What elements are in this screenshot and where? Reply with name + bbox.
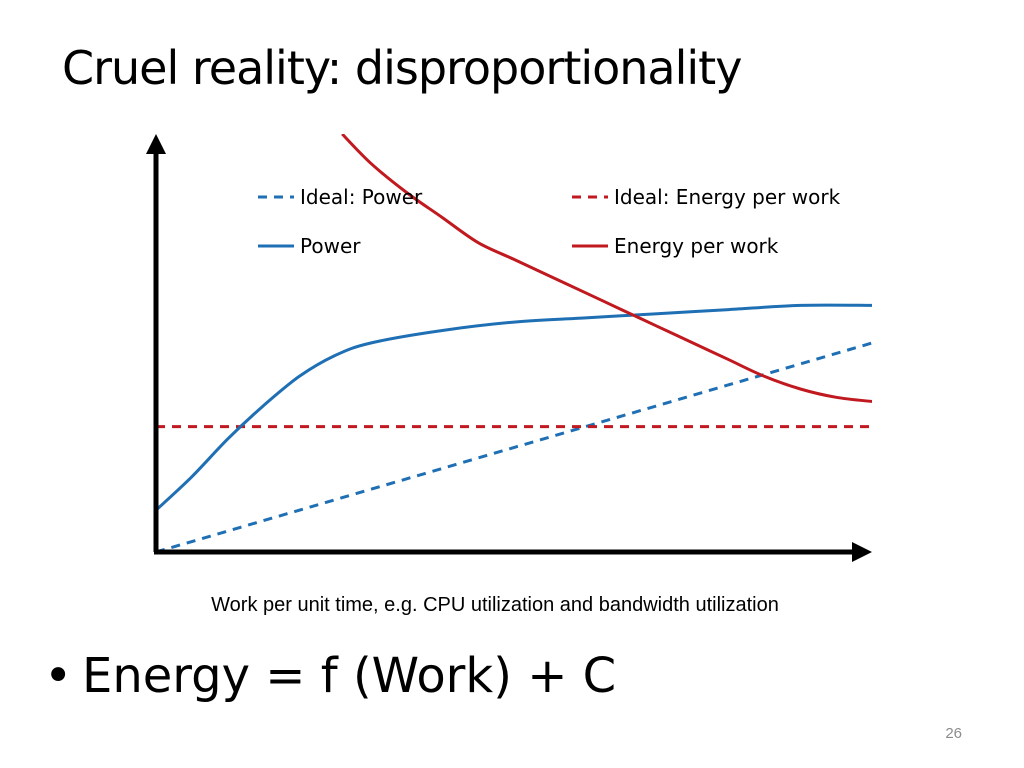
- legend-label: Ideal: Energy per work: [614, 185, 841, 209]
- slide-title: Cruel reality: disproportionality: [62, 41, 742, 95]
- chart-legend: Ideal: Power Ideal: Energy per work Power E…: [258, 185, 841, 258]
- x-axis-arrow: [852, 542, 872, 562]
- plot-lines: [156, 134, 872, 552]
- legend-item-ideal-energy-per-work: Ideal: Energy per work: [572, 185, 841, 209]
- bullet-text: Energy = f (Work) + C: [82, 648, 617, 704]
- x-axis-label: Work per unit time, e.g. CPU utilization…: [211, 594, 779, 616]
- bullet-item: • Energy = f (Work) + C: [44, 640, 616, 712]
- legend-label: Energy per work: [614, 234, 779, 258]
- legend-label: Ideal: Power: [300, 185, 423, 209]
- legend-item-energy-per-work: Energy per work: [572, 234, 779, 258]
- legend-item-ideal-power: Ideal: Power: [258, 185, 423, 209]
- y-axis-arrow: [146, 134, 166, 154]
- page-number: 26: [945, 725, 962, 742]
- series-line-power: [156, 303, 872, 512]
- legend-label: Power: [300, 234, 361, 258]
- series-line-ideal-power: [156, 341, 872, 552]
- bullet-marker: •: [44, 648, 73, 704]
- axes: [146, 134, 872, 562]
- legend-item-power: Power: [258, 234, 361, 258]
- series-line-energy-per-work: [341, 134, 872, 403]
